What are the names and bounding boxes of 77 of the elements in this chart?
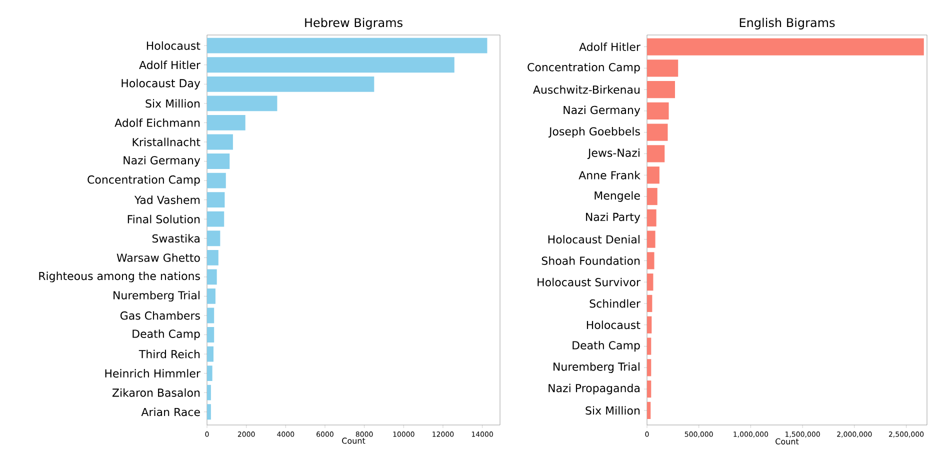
bar <box>207 269 217 285</box>
y-tick-label: Kristallnacht <box>132 138 200 146</box>
y-tick-label: Nazi Propaganda <box>548 384 640 394</box>
bar <box>647 294 652 312</box>
y-tick-label: Final Solution <box>128 214 200 224</box>
y-tick-label: Six Million <box>146 99 200 108</box>
chart-title: Hebrew Bigrams <box>305 18 402 30</box>
bar <box>207 134 233 150</box>
x-axis-title: Count <box>776 438 799 444</box>
y-tick-label: Warsaw Ghetto <box>116 253 200 262</box>
bar <box>207 250 218 266</box>
y-tick-label: Mengele <box>594 191 640 202</box>
bar <box>647 359 652 376</box>
bar <box>647 124 668 141</box>
bar <box>647 402 651 419</box>
bar <box>647 38 924 56</box>
y-tick-label: Concentration Camp <box>88 175 200 186</box>
y-tick-label: Nazi Germany <box>124 156 200 167</box>
bar <box>207 154 230 169</box>
bar <box>647 166 660 184</box>
y-tick-label: Concentration Camp <box>528 62 640 74</box>
bar <box>207 230 220 246</box>
y-tick-label: Death Camp <box>132 329 200 340</box>
y-tick-label: Righteous among the nations <box>39 272 200 282</box>
y-tick-label: Swastika <box>152 234 200 243</box>
y-tick-label: Adolf Hitler <box>579 42 640 52</box>
bar <box>647 316 652 334</box>
bar <box>647 60 678 77</box>
bar <box>207 192 225 208</box>
bar <box>647 102 669 120</box>
y-tick-label: Joseph Goebbels <box>548 127 640 138</box>
y-tick-label: Six Million <box>586 406 640 415</box>
bar <box>207 288 216 304</box>
y-tick-label: Anne Frank <box>578 170 640 180</box>
y-tick-label: Heinrich Himmler <box>105 369 200 378</box>
bar <box>647 80 675 98</box>
y-tick-label: Jews-Nazi <box>587 148 640 159</box>
chart-title: English Bigrams <box>740 18 835 30</box>
y-tick-label: Nazi Party <box>586 212 640 224</box>
y-tick-label: Auschwitz-Birkenau <box>533 85 640 94</box>
bar <box>207 327 214 342</box>
bar <box>207 96 278 112</box>
bar <box>207 114 246 130</box>
bar <box>647 252 654 270</box>
x-axis-title: Count <box>342 438 366 444</box>
bar <box>647 209 656 226</box>
y-tick-label: Nazi Germany <box>564 106 640 116</box>
y-tick-label: Nuremberg Trial <box>114 290 200 302</box>
bar <box>207 38 488 54</box>
y-tick-label: Yad Vashem <box>134 196 200 204</box>
y-tick-label: Nuremberg Trial <box>554 362 640 373</box>
y-tick-label: Third Reich <box>138 350 200 358</box>
y-tick-label: Holocaust Survivor <box>538 278 640 286</box>
bar <box>207 211 224 227</box>
y-tick-label: Arian Race <box>141 408 200 416</box>
bar <box>207 172 226 188</box>
bar <box>207 76 374 92</box>
y-tick-label: Adolf Eichmann <box>114 118 200 127</box>
y-tick-label: Gas Chambers <box>120 311 200 320</box>
bar <box>207 346 214 362</box>
bar <box>647 188 658 206</box>
y-tick-label: Schindler <box>590 299 640 308</box>
bar <box>207 57 454 73</box>
y-tick-label: Holocaust <box>146 41 200 50</box>
y-tick-label: Death Camp <box>572 340 640 352</box>
bar <box>647 338 652 355</box>
bar <box>647 230 656 248</box>
y-tick-label: Holocaust <box>586 320 640 330</box>
y-tick-label: Adolf Hitler <box>139 60 200 70</box>
bar <box>207 366 212 382</box>
bar <box>647 145 665 162</box>
bar <box>647 380 652 398</box>
y-tick-label: Zikaron Basalon <box>112 388 200 397</box>
y-tick-label: Holocaust Denial <box>548 235 640 244</box>
bar <box>647 274 654 291</box>
y-tick-label: Holocaust Day <box>122 78 200 90</box>
y-tick-label: Shoah Foundation <box>542 256 640 265</box>
